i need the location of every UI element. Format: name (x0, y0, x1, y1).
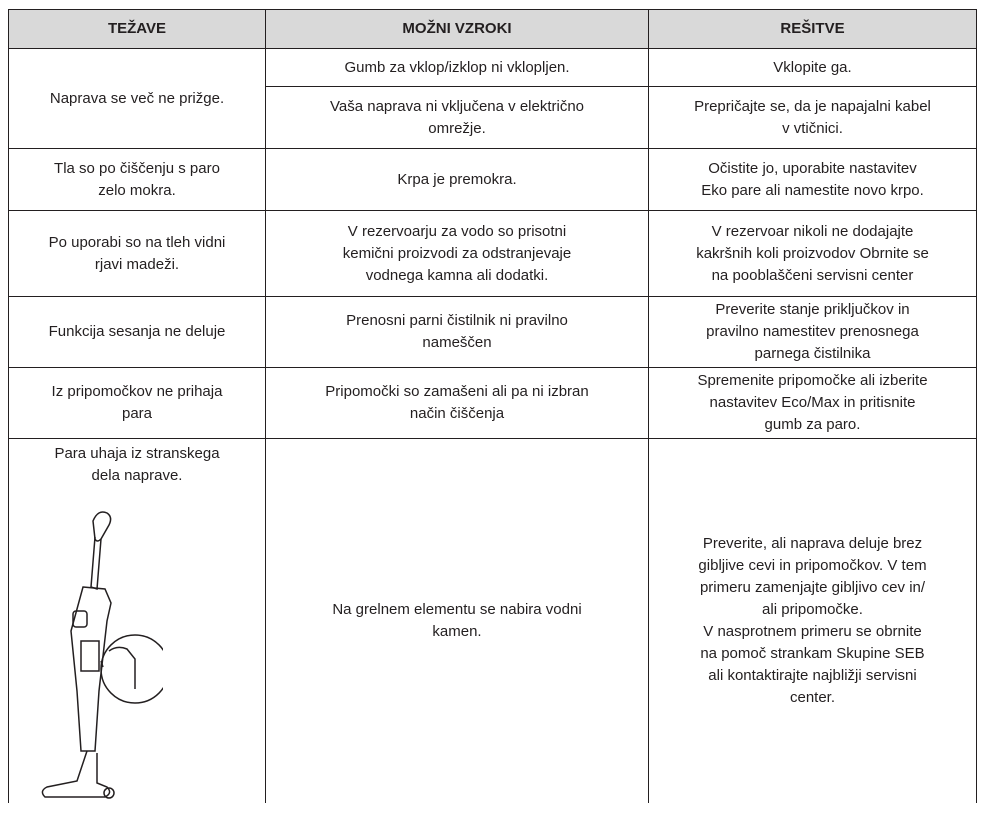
solution-cell: Preverite, ali naprava deluje brez giblji… (648, 438, 977, 803)
text-line: gibljive cevi in pripomočkov. V tem (698, 556, 927, 574)
problem-cell: Tla so po čiščenju s paro zelo mokra. (8, 148, 266, 211)
text-line: ali kontaktirajte najbližji servisni (708, 666, 917, 684)
text-line: Iz pripomočkov ne prihaja (51, 383, 223, 400)
header-cell: MOŽNI VZROKI (265, 9, 649, 49)
solution-cell: Preverite stanje priključkov in pravilno … (648, 296, 977, 368)
cause-cell: Krpa je premokra. (265, 148, 649, 211)
cause-cell: V rezervoarju za vodo so prisotni kemični… (265, 210, 649, 297)
text-line: vodnega kamna ali dodatki. (365, 266, 549, 284)
solution-cell: Očistite jo, uporabite nastavitev Eko par… (648, 148, 977, 211)
text-line: Krpa je premokra. (397, 170, 517, 188)
text-line: nastavitev Eco/Max in pritisnite (709, 394, 916, 411)
solution-cell: Prepričajte se, da je napajalni kabel v v… (648, 86, 977, 149)
text-line: Tla so po čiščenju s paro (54, 159, 220, 177)
text-line: Prepričajte se, da je napajalni kabel (694, 97, 931, 115)
header-cell: REŠITVE (648, 9, 977, 49)
text-line: pravilno namestitev prenosnega (706, 323, 919, 340)
text-line: na pomoč strankam Skupine SEB (700, 644, 925, 662)
table-row: Po uporabi so na tleh vidni rjavi madeži.… (8, 210, 977, 297)
text-line: Preverite, ali naprava deluje brez (702, 534, 923, 552)
text-line: Pripomočki so zamašeni ali pa ni izbran (325, 383, 589, 400)
cause-cell: Prenosni parni čistilnik ni pravilno name… (265, 296, 649, 368)
table-row: Naprava se več ne prižge. Gumb za vklop/i… (8, 48, 977, 149)
text-line: primeru zamenjajte gibljivo cev in/ (699, 578, 926, 596)
text-line: Naprava se več ne prižge. (49, 89, 225, 107)
troubleshooting-table: TEŽAVE MOŽNI VZROKI REŠITVE Naprava se v… (8, 9, 977, 803)
text-line: Spremenite pripomočke ali izberite (697, 372, 928, 389)
problem-cell: Para uhaja iz stranskega dela naprave. (8, 438, 266, 803)
text-line: Gumb za vklop/izklop ni vklopljen. (344, 58, 570, 76)
text-line: V rezervoarju za vodo so prisotni (347, 222, 567, 240)
text-line: para (121, 405, 153, 422)
table-row: Iz pripomočkov ne prihaja para Pripomočki … (8, 367, 977, 439)
text-line: kamen. (432, 622, 482, 640)
text-line: zelo mokra. (98, 181, 176, 199)
text-line: Vaša naprava ni vključena v električno (329, 97, 585, 115)
text-line: parnega čistilnika (754, 345, 871, 362)
text-line: V nasprotnem primeru se obrnite (703, 622, 922, 640)
text-line: v vtičnici. (782, 119, 843, 137)
text-line: ali pripomočke. (762, 600, 863, 618)
text-line: nameščen (422, 334, 492, 351)
text-line: rjavi madeži. (94, 255, 180, 273)
text-line: dela naprave. (91, 467, 183, 484)
cause-cell: Pripomočki so zamašeni ali pa ni izbran n… (265, 367, 649, 439)
table-row: Para uhaja iz stranskega dela naprave. Na… (8, 438, 977, 803)
problem-cell: Naprava se več ne prižge. (8, 48, 266, 149)
text-line: Preverite stanje priključkov in (715, 301, 910, 318)
text-line: Vklopite ga. (773, 58, 852, 76)
device-illustration (41, 511, 163, 799)
solution-cell: Spremenite pripomočke ali izberite nastav… (648, 367, 977, 439)
text-line: na pooblaščeni servisni center (711, 266, 914, 284)
table-row: Tla so po čiščenju s paro zelo mokra. Krpa… (8, 148, 977, 211)
text-line: Po uporabi so na tleh vidni (48, 233, 226, 251)
text-line: kakršnih koli proizvodov Obrnite se (696, 244, 929, 262)
cause-cell: Vaša naprava ni vključena v električno om… (265, 86, 649, 149)
text-line: Na grelnem elementu se nabira vodni (332, 600, 582, 618)
header-row: TEŽAVE MOŽNI VZROKI REŠITVE (8, 9, 977, 49)
solution-cell: Vklopite ga. (648, 48, 977, 87)
header-cell: TEŽAVE (8, 9, 266, 49)
problem-cell: Iz pripomočkov ne prihaja para (8, 367, 266, 439)
text-line: način čiščenja (409, 405, 505, 422)
table-body: Naprava se več ne prižge. Gumb za vklop/i… (8, 48, 977, 803)
text-line: Očistite jo, uporabite nastavitev (708, 159, 917, 177)
cause-cell: Na grelnem elementu se nabira vodni kamen… (265, 438, 649, 803)
text-line: kemični proizvodi za odstranjevaje (342, 244, 572, 262)
table-row: Funkcija sesanja ne deluje Prenosni parni… (8, 296, 977, 368)
solution-cell: V rezervoar nikoli ne dodajajte kakršnih … (648, 210, 977, 297)
text-line: omrežje. (428, 119, 486, 137)
cause-cell: Gumb za vklop/izklop ni vklopljen. (265, 48, 649, 87)
text-line: center. (789, 688, 836, 706)
text-line: gumb za paro. (764, 416, 861, 433)
problem-cell: Funkcija sesanja ne deluje (8, 296, 266, 368)
table-row: Vaša naprava ni vključena v električno om… (9, 86, 977, 149)
text-line: Prenosni parni čistilnik ni pravilno (346, 312, 568, 329)
text-line: V rezervoar nikoli ne dodajajte (711, 222, 914, 240)
text-line: Eko pare ali namestite novo krpo. (701, 181, 924, 199)
text-line: Funkcija sesanja ne deluje (48, 323, 226, 340)
problem-cell: Po uporabi so na tleh vidni rjavi madeži. (8, 210, 266, 297)
text-line: Para uhaja iz stranskega (54, 445, 220, 462)
